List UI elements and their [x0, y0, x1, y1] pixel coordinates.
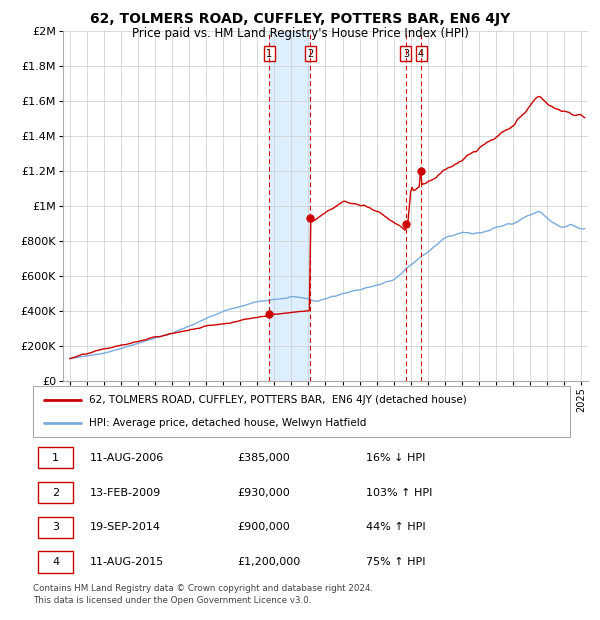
Text: HPI: Average price, detached house, Welwyn Hatfield: HPI: Average price, detached house, Welw…: [89, 418, 367, 428]
Text: £930,000: £930,000: [237, 487, 290, 497]
Text: £385,000: £385,000: [237, 453, 290, 463]
Text: 1: 1: [52, 453, 59, 463]
Text: £1,200,000: £1,200,000: [237, 557, 301, 567]
Text: Price paid vs. HM Land Registry's House Price Index (HPI): Price paid vs. HM Land Registry's House …: [131, 27, 469, 40]
Text: 62, TOLMERS ROAD, CUFFLEY, POTTERS BAR,  EN6 4JY (detached house): 62, TOLMERS ROAD, CUFFLEY, POTTERS BAR, …: [89, 395, 467, 405]
Text: 19-SEP-2014: 19-SEP-2014: [89, 523, 160, 533]
Text: 62, TOLMERS ROAD, CUFFLEY, POTTERS BAR, EN6 4JY: 62, TOLMERS ROAD, CUFFLEY, POTTERS BAR, …: [90, 12, 510, 27]
FancyBboxPatch shape: [38, 516, 73, 538]
Text: 3: 3: [403, 49, 409, 59]
Text: 4: 4: [418, 49, 424, 59]
Text: This data is licensed under the Open Government Licence v3.0.: This data is licensed under the Open Gov…: [33, 596, 311, 606]
Text: 11-AUG-2006: 11-AUG-2006: [89, 453, 164, 463]
Text: 103% ↑ HPI: 103% ↑ HPI: [366, 487, 433, 497]
Text: 16% ↓ HPI: 16% ↓ HPI: [366, 453, 425, 463]
Text: 75% ↑ HPI: 75% ↑ HPI: [366, 557, 425, 567]
Text: 2: 2: [52, 487, 59, 497]
Text: £900,000: £900,000: [237, 523, 290, 533]
Text: 13-FEB-2009: 13-FEB-2009: [89, 487, 161, 497]
Text: 2: 2: [307, 49, 314, 59]
FancyBboxPatch shape: [38, 482, 73, 503]
Bar: [269, 31, 310, 381]
FancyBboxPatch shape: [38, 551, 73, 573]
Text: Contains HM Land Registry data © Crown copyright and database right 2024.: Contains HM Land Registry data © Crown c…: [33, 584, 373, 593]
Text: 4: 4: [52, 557, 59, 567]
Text: 11-AUG-2015: 11-AUG-2015: [89, 557, 164, 567]
Text: 1: 1: [266, 49, 272, 59]
FancyBboxPatch shape: [38, 447, 73, 469]
Text: 3: 3: [52, 523, 59, 533]
Text: 44% ↑ HPI: 44% ↑ HPI: [366, 523, 425, 533]
